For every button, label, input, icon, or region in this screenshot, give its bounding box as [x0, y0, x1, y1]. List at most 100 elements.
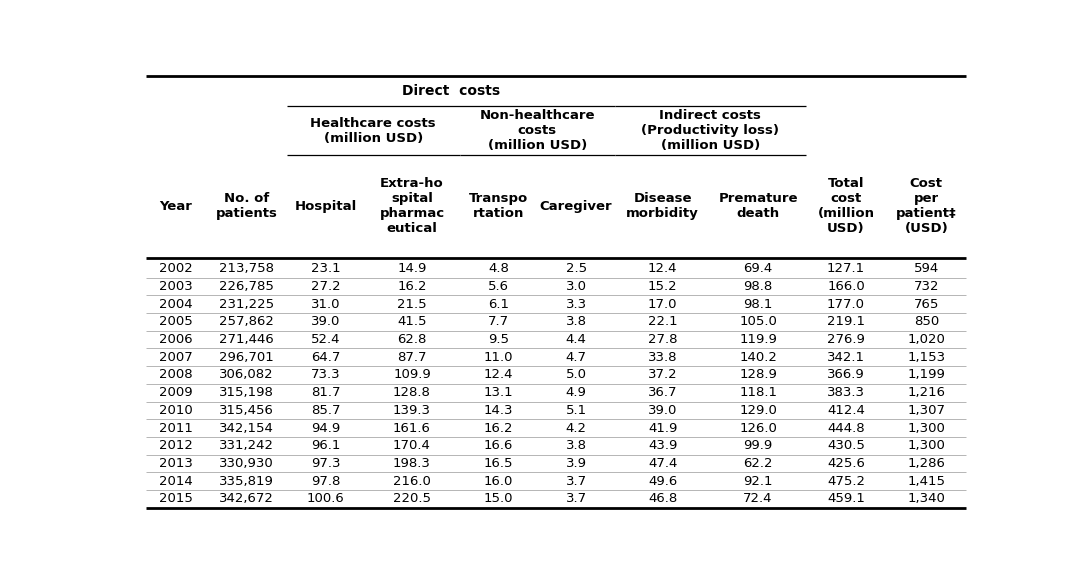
Text: 37.2: 37.2 — [648, 368, 677, 381]
Text: 1,300: 1,300 — [907, 439, 945, 452]
Text: 4.4: 4.4 — [565, 333, 587, 346]
Text: 16.2: 16.2 — [484, 421, 513, 435]
Text: 87.7: 87.7 — [397, 351, 426, 364]
Text: 140.2: 140.2 — [739, 351, 777, 364]
Text: 732: 732 — [914, 280, 939, 293]
Text: 15.0: 15.0 — [484, 492, 513, 505]
Text: 3.7: 3.7 — [565, 475, 587, 488]
Text: 31.0: 31.0 — [310, 298, 341, 310]
Text: 4.7: 4.7 — [565, 351, 587, 364]
Text: 4.9: 4.9 — [565, 386, 587, 399]
Text: 1,020: 1,020 — [907, 333, 945, 346]
Text: 276.9: 276.9 — [827, 333, 865, 346]
Text: 330,930: 330,930 — [219, 457, 273, 470]
Text: 5.1: 5.1 — [565, 404, 587, 417]
Text: 3.7: 3.7 — [565, 492, 587, 505]
Text: Year: Year — [159, 200, 192, 213]
Text: 13.1: 13.1 — [484, 386, 513, 399]
Text: 52.4: 52.4 — [310, 333, 341, 346]
Text: 315,456: 315,456 — [219, 404, 273, 417]
Text: 39.0: 39.0 — [310, 316, 341, 328]
Text: 127.1: 127.1 — [827, 262, 865, 275]
Text: Premature
death: Premature death — [718, 192, 797, 220]
Text: 14.9: 14.9 — [397, 262, 426, 275]
Text: 100.6: 100.6 — [307, 492, 344, 505]
Text: 271,446: 271,446 — [219, 333, 273, 346]
Text: 1,415: 1,415 — [907, 475, 945, 488]
Text: 12.4: 12.4 — [648, 262, 677, 275]
Text: 170.4: 170.4 — [393, 439, 431, 452]
Text: 2002: 2002 — [159, 262, 193, 275]
Text: 342,154: 342,154 — [219, 421, 273, 435]
Text: 2011: 2011 — [159, 421, 193, 435]
Text: 5.0: 5.0 — [565, 368, 587, 381]
Text: Transpo
rtation: Transpo rtation — [469, 192, 528, 220]
Text: 4.8: 4.8 — [488, 262, 509, 275]
Text: 98.8: 98.8 — [743, 280, 773, 293]
Text: 257,862: 257,862 — [219, 316, 273, 328]
Text: Cost
per
patient‡
(USD): Cost per patient‡ (USD) — [896, 177, 957, 235]
Text: 23.1: 23.1 — [310, 262, 341, 275]
Text: 306,082: 306,082 — [219, 368, 273, 381]
Text: 49.6: 49.6 — [648, 475, 677, 488]
Text: 1,286: 1,286 — [907, 457, 945, 470]
Text: 129.0: 129.0 — [739, 404, 777, 417]
Text: 16.2: 16.2 — [397, 280, 426, 293]
Text: 1,216: 1,216 — [907, 386, 945, 399]
Text: 412.4: 412.4 — [827, 404, 865, 417]
Text: 315,198: 315,198 — [219, 386, 273, 399]
Text: 2008: 2008 — [159, 368, 193, 381]
Text: 850: 850 — [914, 316, 939, 328]
Text: 6.1: 6.1 — [488, 298, 509, 310]
Text: 105.0: 105.0 — [739, 316, 777, 328]
Text: Disease
morbidity: Disease morbidity — [626, 192, 699, 220]
Text: 21.5: 21.5 — [397, 298, 426, 310]
Text: 226,785: 226,785 — [219, 280, 273, 293]
Text: 213,758: 213,758 — [219, 262, 275, 275]
Text: 14.3: 14.3 — [484, 404, 513, 417]
Text: 2010: 2010 — [159, 404, 193, 417]
Text: 41.5: 41.5 — [397, 316, 426, 328]
Text: 47.4: 47.4 — [648, 457, 677, 470]
Text: 3.0: 3.0 — [565, 280, 587, 293]
Text: 46.8: 46.8 — [648, 492, 677, 505]
Text: 94.9: 94.9 — [310, 421, 340, 435]
Text: 73.3: 73.3 — [310, 368, 341, 381]
Text: 33.8: 33.8 — [648, 351, 677, 364]
Text: 41.9: 41.9 — [648, 421, 677, 435]
Text: Caregiver: Caregiver — [540, 200, 612, 213]
Text: 366.9: 366.9 — [827, 368, 865, 381]
Text: 2007: 2007 — [159, 351, 193, 364]
Text: 16.5: 16.5 — [484, 457, 513, 470]
Text: 97.3: 97.3 — [310, 457, 341, 470]
Text: 128.9: 128.9 — [739, 368, 777, 381]
Text: 4.2: 4.2 — [565, 421, 587, 435]
Text: 64.7: 64.7 — [310, 351, 341, 364]
Text: 425.6: 425.6 — [827, 457, 865, 470]
Text: 177.0: 177.0 — [827, 298, 865, 310]
Text: 383.3: 383.3 — [827, 386, 865, 399]
Text: 342.1: 342.1 — [827, 351, 865, 364]
Text: 3.8: 3.8 — [565, 316, 587, 328]
Text: Extra-ho
spital
pharmac
eutical: Extra-ho spital pharmac eutical — [380, 177, 445, 235]
Text: 2009: 2009 — [159, 386, 193, 399]
Text: 2015: 2015 — [159, 492, 193, 505]
Text: 9.5: 9.5 — [488, 333, 509, 346]
Text: 7.7: 7.7 — [488, 316, 509, 328]
Text: 2004: 2004 — [159, 298, 193, 310]
Text: 16.6: 16.6 — [484, 439, 513, 452]
Text: 2.5: 2.5 — [565, 262, 587, 275]
Text: 216.0: 216.0 — [393, 475, 431, 488]
Text: 1,307: 1,307 — [907, 404, 945, 417]
Text: 594: 594 — [914, 262, 939, 275]
Text: 22.1: 22.1 — [648, 316, 677, 328]
Text: 5.6: 5.6 — [488, 280, 509, 293]
Text: 1,153: 1,153 — [907, 351, 945, 364]
Text: 166.0: 166.0 — [827, 280, 865, 293]
Text: 27.8: 27.8 — [648, 333, 677, 346]
Text: 27.2: 27.2 — [310, 280, 341, 293]
Text: 3.8: 3.8 — [565, 439, 587, 452]
Text: 72.4: 72.4 — [743, 492, 773, 505]
Text: 220.5: 220.5 — [393, 492, 431, 505]
Text: 198.3: 198.3 — [393, 457, 431, 470]
